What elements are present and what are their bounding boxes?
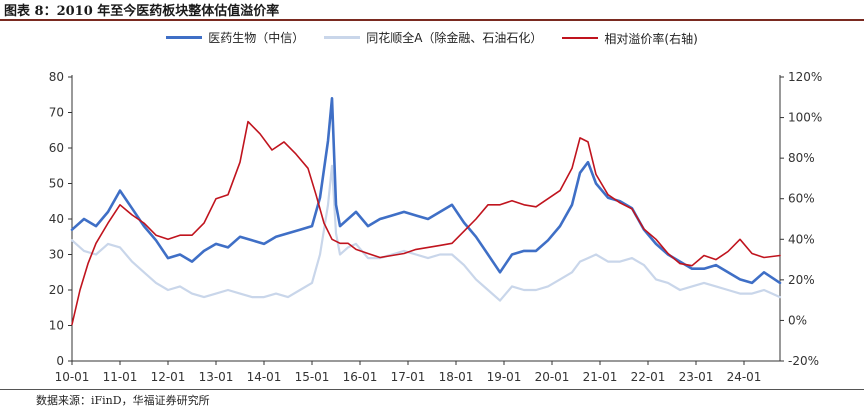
x-tick-label: 21-01 — [583, 370, 618, 384]
legend-item-2: 同花顺全A（除金融、石油石化） — [324, 29, 542, 46]
chart-title: 图表 8：2010 年至今医药板块整体估值溢价率 — [4, 4, 280, 19]
y-right-tick-label: 40% — [788, 232, 815, 246]
x-tick-label: 23-01 — [679, 370, 714, 384]
y-left-tick-label: 50 — [49, 177, 64, 191]
series-line-1 — [70, 97, 782, 285]
legend-label: 同花顺全A（除金融、石油石化） — [366, 31, 543, 45]
line-chart: 0 10 20 30 40 50 60 70 80 -20% 0% 20% 40% 60% 80% 100% 1… — [49, 70, 823, 384]
axes: 0 10 20 30 40 50 60 70 80 -20% 0% 20% 40% 60% 80% 100% 1… — [49, 70, 823, 384]
source-note: 数据来源：iFinD，华福证券研究所 — [36, 394, 210, 407]
title-divider — [0, 19, 864, 21]
y-right-tick-label: 120% — [788, 70, 822, 84]
x-tick-label: 20-01 — [535, 370, 570, 384]
x-tick-label: 18-01 — [439, 370, 474, 384]
x-tick-label: 17-01 — [391, 370, 426, 384]
series-line-3 — [71, 120, 781, 326]
x-tick-label: 19-01 — [487, 370, 522, 384]
x-tick-label: 22-01 — [631, 370, 666, 384]
y-right-tick-label: 20% — [788, 273, 815, 287]
legend-item-3: 相对溢价率(右轴) — [562, 30, 698, 47]
x-tick-label: 14-01 — [247, 370, 282, 384]
x-tick-label: 24-01 — [727, 370, 762, 384]
y-left-tick-label: 40 — [49, 212, 64, 226]
y-right-tick-label: 0% — [788, 313, 807, 327]
legend-swatch — [562, 37, 599, 39]
series-line-2 — [70, 164, 782, 302]
legend-item-1: 医药生物（中信） — [166, 29, 304, 46]
y-right-tick-label: 80% — [788, 151, 815, 165]
series-layer — [70, 97, 782, 326]
x-tick-label: 10-01 — [55, 370, 90, 384]
x-tick-label: 15-01 — [295, 370, 330, 384]
legend-label: 相对溢价率(右轴) — [604, 31, 698, 46]
legend-swatch — [166, 36, 203, 39]
x-tick-label: 13-01 — [199, 370, 234, 384]
legend-swatch — [324, 36, 361, 39]
y-left-tick-label: 0 — [56, 354, 64, 368]
y-left-tick-label: 30 — [49, 248, 64, 262]
y-right-tick-label: -20% — [788, 354, 819, 368]
y-right-tick-label: 60% — [788, 192, 815, 206]
x-tick-label: 16-01 — [343, 370, 378, 384]
y-left-tick-label: 80 — [49, 70, 64, 84]
legend-label: 医药生物（中信） — [208, 31, 305, 45]
x-tick-label: 12-01 — [151, 370, 186, 384]
x-tick-label: 11-01 — [103, 370, 138, 384]
legend: 医药生物（中信） 同花顺全A（除金融、石油石化） 相对溢价率(右轴) — [0, 28, 864, 47]
y-left-tick-label: 10 — [49, 319, 64, 333]
source-divider — [0, 389, 864, 390]
y-right-tick-label: 100% — [788, 111, 822, 125]
y-left-tick-label: 20 — [49, 283, 64, 297]
y-left-tick-label: 70 — [49, 106, 64, 120]
y-left-tick-label: 60 — [49, 141, 64, 155]
